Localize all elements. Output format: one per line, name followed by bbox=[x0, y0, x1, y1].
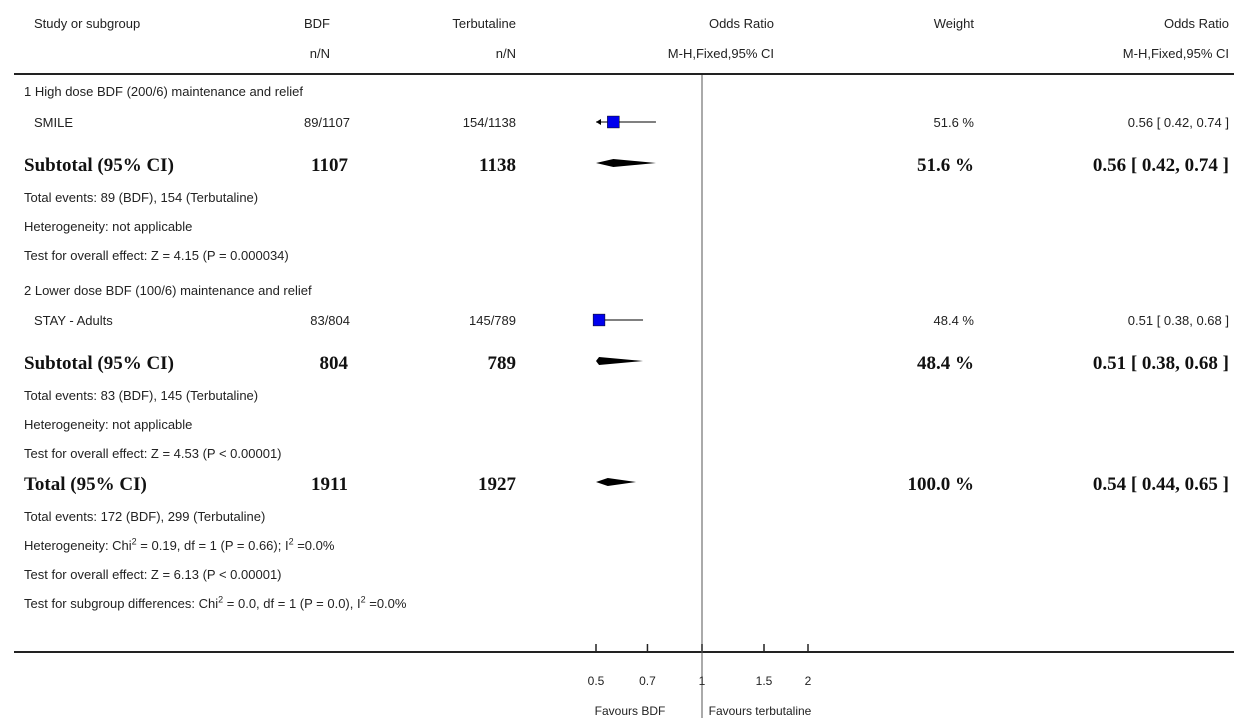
axis-tick-label: 1 bbox=[699, 674, 706, 688]
subgroup-differences: Test for subgroup differences: Chi2 = 0.… bbox=[24, 594, 407, 611]
summary-diamond bbox=[596, 159, 656, 167]
study-name: STAY - Adults bbox=[34, 313, 113, 328]
header-weight: Weight bbox=[933, 16, 974, 31]
favours-left: Favours BDF bbox=[594, 704, 666, 718]
group-note: Test for overall effect: Z = 4.53 (P < 0… bbox=[24, 446, 282, 461]
total-heterogeneity: Heterogeneity: Chi2 = 0.19, df = 1 (P = … bbox=[24, 536, 335, 553]
axis-tick-label: 0.7 bbox=[639, 674, 656, 688]
group-note: Total events: 83 (BDF), 145 (Terbutaline… bbox=[24, 388, 259, 403]
subtotal-ci: 0.56 [ 0.42, 0.74 ] bbox=[1092, 155, 1229, 176]
study-ci-arrow bbox=[596, 119, 601, 125]
subtotal-bdf: 804 bbox=[319, 353, 349, 374]
study-square bbox=[607, 115, 620, 129]
total-terb: 1927 bbox=[478, 474, 516, 495]
group-1-title: 1 High dose BDF (200/6) maintenance and … bbox=[24, 84, 303, 99]
total-ci: 0.54 [ 0.44, 0.65 ] bbox=[1092, 474, 1229, 495]
header-or-sub: M-H,Fixed,95% CI bbox=[667, 46, 774, 61]
bottom-rule bbox=[14, 651, 1234, 653]
axis-tick-label: 0.5 bbox=[588, 674, 605, 688]
study-bdf: 83/804 bbox=[310, 313, 350, 328]
study-terb: 145/789 bbox=[469, 313, 516, 328]
study-terb: 154/1138 bbox=[462, 115, 516, 130]
subtotal-bdf: 1107 bbox=[311, 155, 348, 176]
total-events: Total events: 172 (BDF), 299 (Terbutalin… bbox=[24, 509, 266, 524]
study-weight: 48.4 % bbox=[933, 313, 974, 328]
axis-tick-label: 1.5 bbox=[756, 674, 773, 688]
header-odds-ratio-2: Odds Ratio bbox=[1163, 16, 1229, 31]
header-rule bbox=[14, 73, 1234, 75]
study-ci: 0.56 [ 0.42, 0.74 ] bbox=[1127, 115, 1229, 130]
study-square bbox=[592, 313, 606, 327]
group-note: Total events: 89 (BDF), 154 (Terbutaline… bbox=[24, 190, 259, 205]
total-overall-effect: Test for overall effect: Z = 6.13 (P < 0… bbox=[24, 567, 282, 582]
favours-right: Favours terbutaline bbox=[708, 704, 812, 718]
header-terbutaline: Terbutaline bbox=[452, 16, 516, 31]
subtotal-terb: 1138 bbox=[479, 155, 516, 176]
header-bdf-sub: n/N bbox=[309, 46, 330, 61]
subtotal-weight: 51.6 % bbox=[917, 155, 974, 176]
subtotal-terb: 789 bbox=[487, 353, 517, 374]
subtotal-ci: 0.51 [ 0.38, 0.68 ] bbox=[1092, 353, 1229, 374]
subtotal-weight: 48.4 % bbox=[917, 353, 974, 374]
study-ci: 0.51 [ 0.38, 0.68 ] bbox=[1127, 313, 1229, 328]
group-note: Heterogeneity: not applicable bbox=[24, 417, 193, 432]
study-weight: 51.6 % bbox=[933, 115, 974, 130]
study-name: SMILE bbox=[34, 115, 74, 130]
total-label: Total (95% CI) bbox=[24, 474, 147, 495]
header-terb-sub: n/N bbox=[495, 46, 516, 61]
header-study: Study or subgroup bbox=[34, 16, 141, 31]
subtotal-label: Subtotal (95% CI) bbox=[24, 353, 174, 374]
header-or2-sub: M-H,Fixed,95% CI bbox=[1122, 46, 1229, 61]
header-odds-ratio: Odds Ratio bbox=[708, 16, 774, 31]
group-note: Heterogeneity: not applicable bbox=[24, 219, 193, 234]
total-bdf: 1911 bbox=[311, 474, 348, 495]
header-bdf: BDF bbox=[304, 16, 330, 31]
group-note: Test for overall effect: Z = 4.15 (P = 0… bbox=[24, 248, 289, 263]
subtotal-label: Subtotal (95% CI) bbox=[24, 155, 174, 176]
study-bdf: 89/1107 bbox=[303, 115, 350, 130]
axis-tick-label: 2 bbox=[805, 674, 812, 688]
summary-diamond bbox=[596, 357, 644, 365]
total-weight: 100.0 % bbox=[907, 474, 975, 495]
summary-diamond bbox=[596, 478, 637, 486]
group-2-title: 2 Lower dose BDF (100/6) maintenance and… bbox=[24, 283, 312, 298]
